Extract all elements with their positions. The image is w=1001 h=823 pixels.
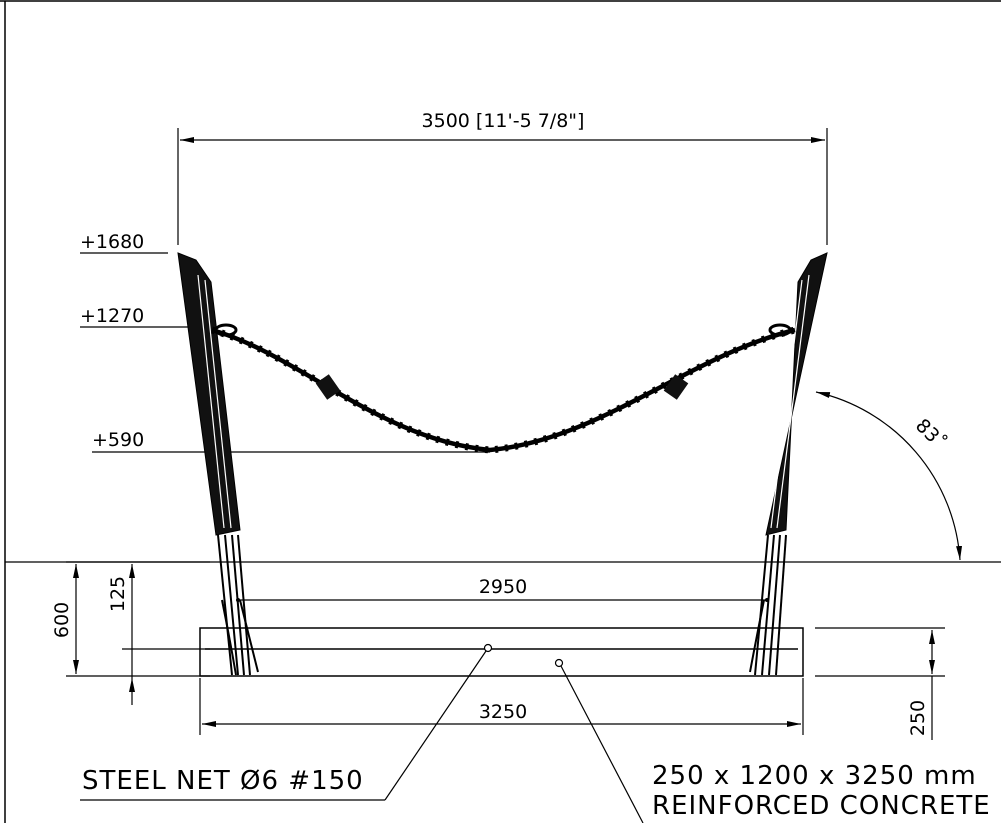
offset-label: 125 bbox=[107, 576, 129, 612]
steel-net-note: STEEL NET Ø6 #150 bbox=[82, 766, 364, 796]
angle-label: 83˚ bbox=[911, 415, 950, 454]
inner-span-tick-left bbox=[236, 598, 240, 602]
left-post bbox=[177, 252, 259, 676]
leader-lines bbox=[80, 643, 644, 823]
concrete-slab bbox=[199, 627, 804, 677]
level-chain-low: +590 bbox=[92, 429, 144, 451]
slab-thickness-label: 250 bbox=[907, 700, 929, 736]
depth-label: 600 bbox=[51, 602, 73, 638]
inner-span-tick-right bbox=[765, 598, 769, 602]
inner-span-label: 2950 bbox=[479, 576, 527, 598]
right-post bbox=[749, 252, 828, 676]
base-length-label: 3250 bbox=[479, 701, 527, 723]
level-top: +1680 bbox=[80, 231, 144, 253]
slab-material-note: REINFORCED CONCRETE bbox=[652, 791, 991, 821]
depth-dimension bbox=[66, 561, 210, 705]
level-lines bbox=[80, 252, 490, 453]
level-chain-attach: +1270 bbox=[80, 305, 144, 327]
base-length-dimension bbox=[199, 678, 804, 735]
chain bbox=[211, 323, 796, 454]
top-span-dimension bbox=[177, 128, 828, 245]
top-span-label: 3500 [11'-5 7/8"] bbox=[422, 110, 585, 132]
slab-thickness-dimension bbox=[815, 627, 945, 740]
slab-size-note: 250 x 1200 x 3250 mm bbox=[652, 761, 977, 791]
angle-dimension bbox=[815, 391, 963, 561]
